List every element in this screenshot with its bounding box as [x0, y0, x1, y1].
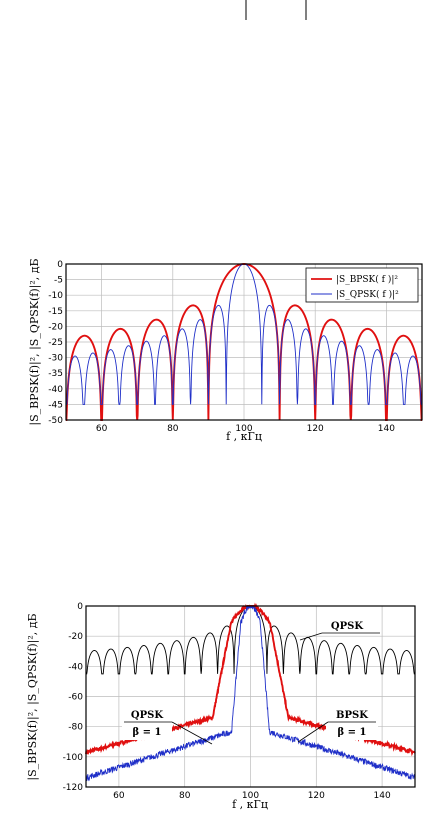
- chart-2-annotation-qpsk-bg: [322, 618, 372, 632]
- chart-2-xlabel: f , кГц: [232, 798, 268, 811]
- chart-2-annotation-qpsk-beta-sub: β = 1: [133, 727, 162, 738]
- chart-1-ytick-label: -40: [48, 385, 63, 395]
- chart-2-xtick-label: 60: [113, 791, 125, 801]
- chart-1-ytick-label: -30: [48, 354, 63, 364]
- chart-1-legend-box: [305, 267, 419, 303]
- chart-1-ytick-label: -50: [48, 416, 63, 426]
- chart-2-psd-raised-cosine: 60 80 100 120 140 0 -20 -40 -60 -80 -100 -120 f , …: [26, 602, 416, 811]
- chart-2-ylabel: |S_BPSK(f)|², |S_QPSK(f)|², дБ: [26, 613, 40, 780]
- chart-1-legend-label-bpsk: |S_BPSK( f )|²: [336, 274, 398, 285]
- chart-2-annotation-bpsk-beta-leader: [297, 721, 329, 743]
- chart-1-y-ticks: 0 -5 -10 -15 -20 -25 -30 -35 -40 -45 -50: [48, 260, 63, 426]
- chart-1-legend-label-qpsk: |S_QPSK( f )|²: [336, 289, 399, 300]
- chart-1-xtick-label: 60: [96, 424, 108, 434]
- chart-1-x-ticks: 60 80 100 120 140: [96, 424, 395, 434]
- chart-2-y-ticks: 0 -20 -40 -60 -80 -100 -120: [63, 602, 84, 793]
- chart-1-xtick-label: 100: [235, 424, 252, 434]
- chart-2-annotation-qpsk-leader: [299, 632, 323, 641]
- chart-1-ytick-label: -25: [48, 338, 63, 348]
- chart-2-ytick-label: -20: [68, 632, 83, 642]
- chart-1-ytick-label: 0: [57, 260, 63, 270]
- chart-1-xtick-label: 140: [378, 424, 395, 434]
- chart-2-xtick-label: 140: [374, 791, 391, 801]
- chart-2-annotation-qpsk-beta-label: QPSK: [131, 710, 163, 721]
- chart-2-annotation-qpsk-beta-leader: [171, 721, 213, 745]
- chart-2-ytick-label: 0: [77, 602, 83, 612]
- chart-1-ytick-label: -15: [48, 307, 63, 317]
- chart-1-ytick-label: -20: [48, 322, 63, 332]
- chart-2-annotation-qpsk-beta-bg: [122, 706, 172, 740]
- chart-1-ytick-label: -5: [54, 276, 63, 286]
- chart-2-ytick-label: -60: [68, 693, 83, 703]
- chart-1-psd-sinc: 60 80 100 120 140 0 -5 -10 -15 -20 -25 -30 -35 -40 -4…: [28, 258, 423, 443]
- chart-1-ylabel: |S_BPSK(f)|², |S_QPSK(f)|², дБ: [28, 258, 42, 425]
- chart-1-ytick-label: -45: [48, 400, 63, 410]
- chart-2-xtick-label: 80: [179, 791, 191, 801]
- chart-2-annotation-bpsk-beta-bg: [326, 706, 378, 740]
- chart-2-ytick-label: -100: [63, 753, 84, 763]
- chart-2-x-ticks: 60 80 100 120 140: [113, 791, 391, 801]
- chart-2-annotation-qpsk-label: QPSK: [331, 621, 363, 632]
- chart-2-annotation-qpsk-beta: QPSK β = 1: [122, 706, 213, 745]
- chart-2-annotation-bpsk-beta-sub: β = 1: [338, 727, 367, 738]
- chart-1-ytick-label: -10: [48, 291, 63, 301]
- chart-1-xtick-label: 120: [307, 424, 324, 434]
- header-marks: [245, 0, 307, 20]
- chart-2-frame: [85, 605, 416, 788]
- chart-1-ytick-label: -35: [48, 369, 63, 379]
- chart-1-frame: [65, 263, 423, 421]
- chart-1-legend: |S_BPSK( f )|² |S_QPSK( f )|²: [305, 267, 419, 303]
- chart-1-xlabel: f , кГц: [226, 430, 262, 443]
- chart-2-xtick-label: 100: [242, 791, 259, 801]
- chart-2-ytick-label: -40: [68, 662, 83, 672]
- chart-2-annotation-bpsk-beta-label: BPSK: [336, 710, 368, 721]
- chart-1-xtick-label: 80: [167, 424, 179, 434]
- chart-2-xtick-label: 120: [308, 791, 325, 801]
- chart-2-ytick-label: -80: [68, 723, 83, 733]
- chart-2-annotation-bpsk-beta: BPSK β = 1: [297, 706, 378, 743]
- chart-2-annotation-qpsk: QPSK: [299, 618, 380, 641]
- chart-2-ytick-label: -120: [63, 783, 84, 793]
